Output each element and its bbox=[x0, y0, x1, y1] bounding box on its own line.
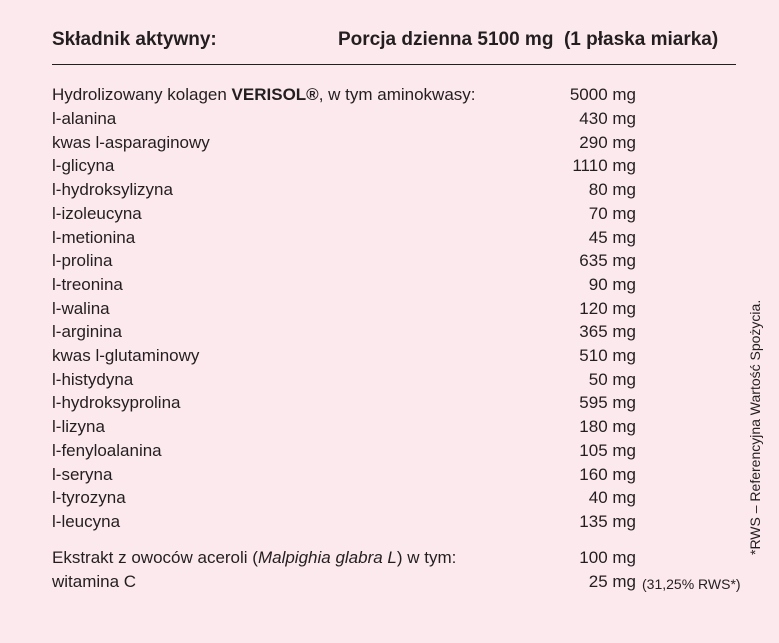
amino-name: l-histydyna bbox=[52, 369, 134, 389]
latin-name: Malpighia glabra L bbox=[257, 548, 397, 567]
amount: 290 mg bbox=[579, 132, 636, 152]
amount: 50 mg bbox=[588, 369, 636, 389]
amount: 510 mg bbox=[579, 346, 636, 365]
text: , w tym aminokwasy: bbox=[318, 85, 476, 104]
amount: 25 mg bbox=[588, 572, 636, 591]
text: ) w tym: bbox=[396, 548, 457, 567]
amino-name: l-izoleucyna bbox=[52, 203, 142, 223]
amount: 120 mg bbox=[579, 298, 636, 318]
amount: 5000 mg bbox=[569, 85, 636, 104]
amount: 180 mg bbox=[579, 417, 636, 437]
amino-name: l-seryna bbox=[52, 464, 113, 484]
amount: 70 mg bbox=[588, 203, 636, 223]
ingredient-header: Składnik aktywny: bbox=[52, 29, 217, 50]
amount: 635 mg bbox=[579, 251, 636, 271]
amino-name: kwas l-glutaminowy bbox=[52, 346, 200, 365]
amino-name: l-alanina bbox=[52, 109, 117, 128]
amino-name: l-tyrozyna bbox=[52, 488, 126, 508]
portion-header: Porcja dzienna 5100 mg (1 płaska miarka) bbox=[338, 29, 719, 50]
amount: 135 mg bbox=[579, 511, 636, 531]
amino-name: l-arginina bbox=[52, 322, 122, 342]
amino-name: l-metionina bbox=[52, 227, 136, 247]
amount: 105 mg bbox=[579, 440, 636, 460]
amount: 80 mg bbox=[588, 180, 636, 200]
amount: 40 mg bbox=[588, 488, 636, 508]
amino-name: l-hydroksylizyna bbox=[52, 180, 173, 200]
amino-name: l-lizyna bbox=[52, 417, 105, 437]
amino-name: l-walina bbox=[52, 298, 110, 318]
text: Ekstrakt z owoców aceroli ( bbox=[52, 548, 258, 567]
amino-name: l-glicyna bbox=[52, 156, 115, 176]
amount: 100 mg bbox=[579, 548, 636, 567]
rws-note: (31,25% RWS*) bbox=[642, 576, 741, 592]
amino-name: l-treonina bbox=[52, 274, 123, 294]
text: Hydrolizowany kolagen bbox=[52, 85, 232, 104]
amount: 1110 mg bbox=[572, 156, 636, 176]
amino-name: kwas l-asparaginowy bbox=[52, 132, 210, 152]
extract-name: Ekstrakt z owoców aceroli (Malpighia gla… bbox=[52, 548, 456, 568]
amount: 365 mg bbox=[579, 322, 636, 342]
amino-name: l-prolina bbox=[52, 251, 113, 271]
amount: 430 mg bbox=[579, 109, 636, 128]
amino-name: l-hydroksyprolina bbox=[52, 393, 181, 413]
brand: VERISOL® bbox=[231, 85, 319, 104]
amount: 90 mg bbox=[588, 274, 636, 294]
amount: 45 mg bbox=[588, 227, 636, 247]
footnote: *RWS – Referencyjna Wartość Spożycia. bbox=[747, 299, 763, 555]
amino-name: l-leucyna bbox=[52, 511, 121, 531]
vitamin-name: witamina C bbox=[52, 572, 137, 591]
amount: 595 mg bbox=[579, 393, 636, 413]
header-rule bbox=[52, 64, 736, 65]
amino-name: l-fenyloalanina bbox=[52, 440, 162, 460]
amount: 160 mg bbox=[579, 464, 636, 484]
collagen-name: Hydrolizowany kolagen VERISOL®, w tym am… bbox=[52, 85, 476, 105]
